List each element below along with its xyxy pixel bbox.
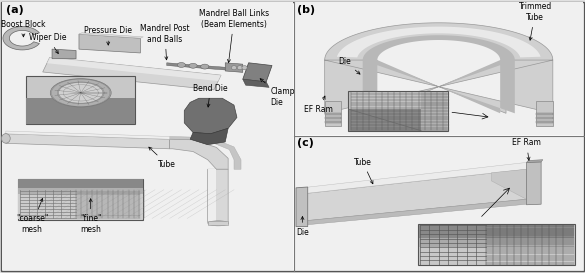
Bar	[536, 113, 553, 115]
Ellipse shape	[208, 221, 228, 226]
Bar	[208, 221, 228, 225]
Polygon shape	[421, 92, 447, 131]
Text: (b): (b)	[297, 5, 315, 16]
Bar	[2, 2, 292, 270]
Text: EF Ram: EF Ram	[512, 138, 541, 160]
Text: Boost Block: Boost Block	[1, 20, 46, 37]
Ellipse shape	[177, 63, 185, 67]
Polygon shape	[526, 160, 543, 162]
Polygon shape	[349, 109, 421, 131]
Polygon shape	[325, 23, 553, 113]
Polygon shape	[79, 33, 143, 38]
Polygon shape	[337, 27, 541, 57]
Polygon shape	[208, 169, 216, 222]
Text: Trimmed
Tube: Trimmed Tube	[519, 2, 552, 40]
Circle shape	[50, 79, 111, 107]
Text: (a): (a)	[6, 5, 23, 16]
Bar	[325, 113, 341, 115]
Bar	[295, 136, 583, 270]
Polygon shape	[43, 57, 221, 90]
Text: Mandrel Ball Links
(Beam Elements): Mandrel Ball Links (Beam Elements)	[199, 9, 269, 63]
Ellipse shape	[189, 63, 197, 68]
Polygon shape	[190, 128, 228, 145]
Polygon shape	[3, 26, 39, 50]
Polygon shape	[6, 134, 170, 149]
Polygon shape	[170, 136, 241, 169]
Bar	[418, 224, 575, 265]
Polygon shape	[79, 34, 140, 53]
Ellipse shape	[232, 66, 236, 70]
Polygon shape	[170, 139, 228, 169]
Bar	[419, 238, 574, 247]
Text: Bend Die: Bend Die	[193, 84, 228, 107]
Bar	[26, 76, 135, 124]
Bar	[18, 188, 143, 194]
Polygon shape	[302, 169, 526, 221]
Text: Die: Die	[296, 216, 309, 237]
Polygon shape	[243, 63, 272, 82]
Bar	[325, 101, 341, 126]
Polygon shape	[225, 63, 243, 72]
Polygon shape	[6, 131, 170, 139]
Polygon shape	[52, 49, 76, 59]
Text: Wiper Die: Wiper Die	[29, 33, 67, 54]
Polygon shape	[184, 98, 237, 134]
Text: Clamp
Die: Clamp Die	[260, 79, 295, 107]
Text: EF Ram: EF Ram	[304, 96, 333, 114]
Text: Tube: Tube	[149, 147, 176, 169]
Polygon shape	[296, 187, 308, 227]
Polygon shape	[47, 57, 221, 81]
Bar	[536, 121, 553, 123]
Bar	[18, 179, 143, 219]
Polygon shape	[363, 35, 515, 113]
Circle shape	[58, 82, 103, 103]
Text: "coarse"
mesh: "coarse" mesh	[16, 198, 49, 234]
Ellipse shape	[242, 66, 247, 70]
Bar	[419, 225, 574, 238]
Ellipse shape	[201, 64, 209, 69]
Bar	[325, 117, 341, 119]
Text: Die: Die	[338, 57, 360, 74]
Bar	[26, 98, 135, 124]
Bar	[295, 2, 583, 135]
Text: Mandrel Post
and Balls: Mandrel Post and Balls	[140, 24, 190, 60]
Text: Tube: Tube	[354, 158, 373, 184]
Bar	[536, 117, 553, 119]
Bar	[348, 91, 448, 131]
Polygon shape	[243, 79, 269, 87]
Text: (c): (c)	[297, 138, 314, 148]
Polygon shape	[208, 169, 228, 224]
Bar	[18, 179, 143, 188]
Bar	[536, 101, 553, 126]
Ellipse shape	[2, 134, 11, 143]
Polygon shape	[302, 199, 526, 225]
Text: "fine"
mesh: "fine" mesh	[80, 199, 101, 234]
Polygon shape	[167, 63, 231, 70]
Polygon shape	[526, 162, 541, 205]
Polygon shape	[302, 162, 526, 194]
Polygon shape	[491, 169, 526, 199]
Bar	[325, 121, 341, 123]
Ellipse shape	[238, 66, 242, 70]
Text: Pressure Die: Pressure Die	[84, 26, 132, 45]
Bar	[18, 179, 143, 220]
